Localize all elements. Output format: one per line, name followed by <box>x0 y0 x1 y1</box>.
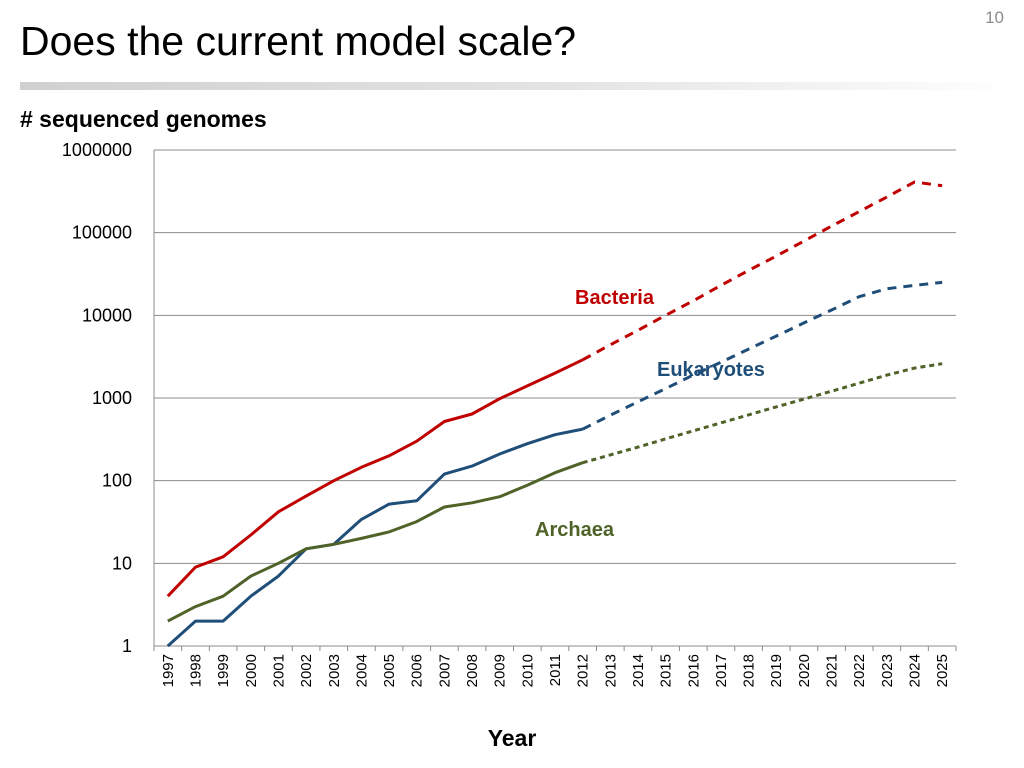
x-tick-label: 1998 <box>187 654 204 687</box>
x-tick-label: 2004 <box>353 654 370 687</box>
x-tick-label: 2003 <box>326 654 343 687</box>
x-tick-label: 2019 <box>768 654 785 687</box>
series-archaea-observed <box>167 461 584 623</box>
series-eukaryotes-projected <box>582 280 943 431</box>
chart-title: # sequenced genomes <box>20 106 267 132</box>
y-tick-label: 100000 <box>72 223 132 243</box>
series-label-bacteria: Bacteria <box>575 287 655 309</box>
y-tick-label: 1 <box>122 636 132 656</box>
y-tick-label: 1000 <box>92 388 132 408</box>
x-tick-label: 2002 <box>298 654 315 687</box>
series-eukaryotes-observed <box>166 427 583 648</box>
series-bacteria-observed <box>166 358 584 598</box>
series-label-archaea: Archaea <box>535 519 615 541</box>
x-tick-label: 2015 <box>658 654 675 687</box>
x-tick-label: 2017 <box>713 654 730 687</box>
x-axis: 1997 1998 1999 2000 2001 2002 2003 2004 2005 2006… <box>153 645 957 687</box>
title-divider <box>20 82 1020 90</box>
page-number: 10 <box>985 8 1004 27</box>
x-tick-label: 2011 <box>547 654 564 686</box>
y-axis: 1 10 100 1000 10000 100000 1000000 <box>62 140 155 656</box>
x-tick-label: 2022 <box>851 654 868 687</box>
x-tick-label: 2000 <box>243 654 260 687</box>
x-tick-label: 2025 <box>934 654 951 687</box>
series-label-eukaryotes: Eukaryotes <box>657 359 765 381</box>
x-tick-label: 2014 <box>630 654 647 687</box>
x-tick-label: 2012 <box>575 654 592 687</box>
x-tick-label: 2007 <box>436 654 453 687</box>
gridlines <box>154 149 956 647</box>
x-tick-label: 2001 <box>270 654 287 687</box>
x-tick-label: 2008 <box>464 654 481 687</box>
x-tick-label: 2009 <box>492 654 509 687</box>
y-tick-label: 10000 <box>82 305 132 325</box>
y-tick-label: 10 <box>112 553 132 573</box>
genome-growth-chart: # sequenced genomes 1 10 100 1000 10000 10000… <box>20 106 957 751</box>
y-tick-label: 100 <box>102 471 132 491</box>
x-tick-label: 2021 <box>824 654 841 687</box>
x-axis-title: Year <box>488 725 537 751</box>
x-tick-label: 1997 <box>160 654 177 687</box>
series-bacteria-projected <box>581 180 943 362</box>
slide-title: Does the current model scale? <box>20 18 577 64</box>
x-tick-label: 2020 <box>796 654 813 687</box>
x-tick-label: 2013 <box>602 654 619 687</box>
x-tick-label: 2023 <box>879 654 896 687</box>
x-tick-label: 2024 <box>907 654 924 687</box>
series-lines <box>166 180 943 648</box>
x-tick-label: 2018 <box>741 654 758 687</box>
x-tick-label: 1999 <box>215 654 232 687</box>
y-tick-label: 1000000 <box>62 140 132 160</box>
x-tick-label: 2010 <box>519 654 536 687</box>
x-tick-label: 2006 <box>409 654 426 687</box>
x-tick-label: 2016 <box>685 654 702 687</box>
x-tick-label: 2005 <box>381 654 398 687</box>
